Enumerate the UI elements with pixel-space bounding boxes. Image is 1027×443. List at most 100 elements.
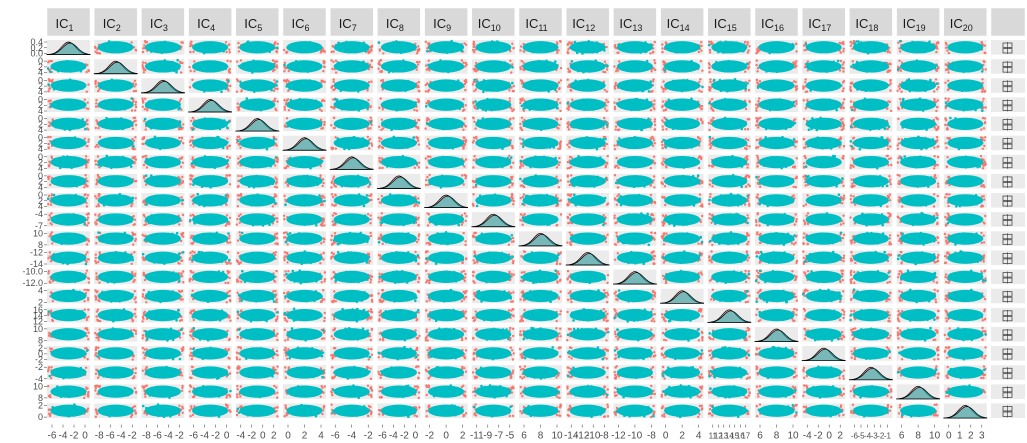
panel-r15-c14 [660, 307, 704, 323]
x-ticks-ic11: 6 8 10 [521, 424, 563, 442]
strip-label: IC8 [386, 16, 404, 33]
scatter-points [802, 193, 846, 208]
panel-r5-c7 [330, 116, 374, 132]
panel-r11-c5 [235, 231, 279, 246]
scatter-points [471, 193, 515, 208]
panel-r13-c4 [188, 269, 232, 285]
x-ticks-ic2: -8 -6 -4 -2 [95, 424, 137, 442]
panel-r7-c4 [188, 154, 232, 170]
density-b [896, 386, 940, 400]
panel-r14-c8 [377, 288, 421, 304]
scatter-points [755, 231, 798, 246]
panel-r12-c18 [849, 250, 893, 266]
strip-label-text: IC [55, 16, 68, 31]
scatter-points [47, 403, 90, 418]
panel-r15-c7 [330, 307, 374, 323]
panel-r13-c18 [849, 269, 893, 285]
panel-r13-c9 [424, 269, 468, 285]
panel-r3-c1 [47, 78, 90, 93]
scatter-points [945, 365, 987, 380]
scatter-points [235, 213, 279, 227]
panel-r17-c11 [518, 346, 562, 361]
panel-r13-c19 [896, 269, 940, 285]
panel-r2-c4 [188, 59, 232, 74]
strip-label-text: IC [903, 16, 916, 31]
scatter-points [141, 251, 185, 265]
y-ticks-row-4: 024 [38, 94, 47, 116]
panel-r1-group [991, 40, 1025, 55]
y-tick-label: 0 [38, 114, 43, 124]
scatter-points [141, 231, 185, 245]
y-tick-label: 4 [38, 87, 43, 97]
x-ticks-ic3: -8 -6 -4 -2 [142, 424, 184, 442]
panel-r18-c14 [660, 365, 704, 380]
scatter-points [896, 326, 939, 342]
scatter-points [236, 308, 280, 323]
panel-r10-c8 [377, 212, 421, 227]
scatter-points [425, 384, 467, 398]
x-tick-label: -2 [211, 431, 220, 442]
y-tick-label: 2 [38, 100, 43, 110]
scatter-points [94, 135, 137, 151]
scatter-points [188, 78, 232, 94]
scatter-points [94, 154, 138, 170]
scatter-points [330, 384, 374, 400]
strip-label-subscript: 19 [916, 23, 926, 33]
y-tick-label: 0 [38, 412, 43, 422]
panel-r20-c7 [330, 403, 374, 419]
panel-r2-c12 [566, 59, 610, 74]
panel-r8-c2 [94, 173, 138, 189]
panel-r13-c13 [613, 269, 657, 285]
scatter-points [94, 366, 137, 380]
x-tick-label: 8 [915, 431, 921, 442]
panel-r15-c19 [896, 307, 940, 323]
panel-r1-c16 [755, 40, 798, 55]
panel-r7-c10 [471, 154, 515, 170]
scatter-points [944, 97, 987, 112]
panel-r8-c10 [471, 173, 515, 189]
panel-r2-c20 [943, 59, 987, 74]
boxplot-icon [1002, 61, 1013, 74]
panel-r13-c11 [519, 269, 562, 285]
panel-r10-c16 [754, 212, 798, 227]
panel-r12-c20 [943, 250, 987, 266]
y-tick-label: 0 [38, 94, 43, 104]
scatter-points [755, 365, 798, 380]
boxplot-icon [1002, 214, 1013, 227]
panel-r5-c11 [519, 116, 563, 132]
y-tick-label: 0.2 [30, 43, 43, 53]
panel-r12-c4 [188, 250, 232, 266]
panel-r1-c9 [424, 39, 468, 55]
scatter-points [472, 346, 515, 361]
panel-r19-c4 [188, 384, 232, 399]
scatter-points [48, 231, 90, 246]
panel-r15-c16 [755, 307, 798, 323]
x-tick-label: -4 [200, 431, 209, 442]
scatter-points [614, 155, 656, 170]
panel-r11-c3 [141, 231, 185, 246]
x-tick-label: -6 [106, 431, 115, 442]
y-tick-label: 0.4 [30, 37, 43, 47]
panel-r18-c9 [424, 365, 468, 380]
panel-r17-c14 [660, 346, 704, 361]
scatter-points [613, 404, 656, 419]
scatter-points [189, 231, 232, 245]
panel-r14-c20 [943, 288, 987, 304]
strip-label-subscript: 5 [257, 23, 262, 33]
y-tick-label: 4 [38, 286, 43, 296]
strip-label: IC3 [150, 16, 168, 33]
panel-r17-c15 [707, 346, 751, 361]
panel-r19-c17 [802, 384, 846, 399]
panel-r20-c11 [519, 403, 563, 419]
panel-r2-c1 [46, 59, 91, 74]
panel-r17-c20 [943, 346, 987, 361]
panel-r12-c9 [424, 250, 468, 266]
scatter-points [143, 117, 185, 131]
panel-r5-c19 [896, 116, 940, 132]
y-tick-label: 0 [38, 56, 43, 66]
panel-r9-c1 [46, 193, 90, 208]
panel-r7-c12 [566, 154, 610, 170]
strip-label-text: IC [197, 16, 210, 31]
scatter-points [754, 212, 798, 227]
density-b [188, 100, 232, 113]
